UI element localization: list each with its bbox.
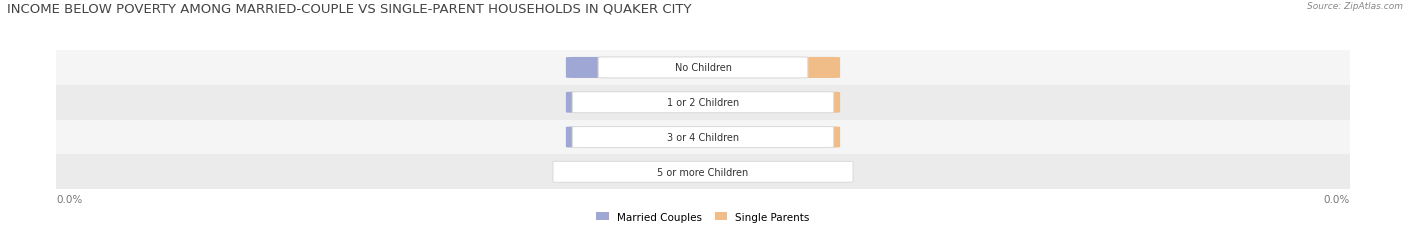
FancyBboxPatch shape: [565, 92, 711, 113]
FancyBboxPatch shape: [695, 162, 841, 182]
Text: 5 or more Children: 5 or more Children: [658, 167, 748, 177]
Bar: [56, 85, 1350, 120]
Text: 0.0%: 0.0%: [627, 168, 650, 176]
FancyBboxPatch shape: [695, 92, 841, 113]
FancyBboxPatch shape: [565, 58, 711, 79]
Bar: [56, 120, 1350, 155]
Text: 0.0%: 0.0%: [756, 168, 779, 176]
Text: INCOME BELOW POVERTY AMONG MARRIED-COUPLE VS SINGLE-PARENT HOUSEHOLDS IN QUAKER : INCOME BELOW POVERTY AMONG MARRIED-COUPL…: [7, 2, 692, 15]
Text: Source: ZipAtlas.com: Source: ZipAtlas.com: [1308, 2, 1403, 11]
Text: No Children: No Children: [675, 63, 731, 73]
Text: 0.0%: 0.0%: [756, 98, 779, 107]
Text: 0.0%: 0.0%: [756, 64, 779, 73]
FancyBboxPatch shape: [695, 58, 841, 79]
Text: 0.0%: 0.0%: [627, 64, 650, 73]
FancyBboxPatch shape: [553, 162, 853, 182]
Bar: [56, 155, 1350, 189]
FancyBboxPatch shape: [565, 162, 711, 182]
FancyBboxPatch shape: [695, 127, 841, 148]
Bar: [56, 51, 1350, 85]
Text: 0.0%: 0.0%: [756, 133, 779, 142]
FancyBboxPatch shape: [565, 127, 711, 148]
Text: 0.0%: 0.0%: [1323, 194, 1350, 204]
Text: 3 or 4 Children: 3 or 4 Children: [666, 132, 740, 143]
Text: 0.0%: 0.0%: [627, 133, 650, 142]
FancyBboxPatch shape: [572, 92, 834, 113]
Text: 0.0%: 0.0%: [56, 194, 83, 204]
FancyBboxPatch shape: [572, 127, 834, 148]
FancyBboxPatch shape: [598, 58, 808, 79]
Text: 0.0%: 0.0%: [627, 98, 650, 107]
Legend: Married Couples, Single Parents: Married Couples, Single Parents: [592, 208, 814, 226]
Text: 1 or 2 Children: 1 or 2 Children: [666, 98, 740, 108]
